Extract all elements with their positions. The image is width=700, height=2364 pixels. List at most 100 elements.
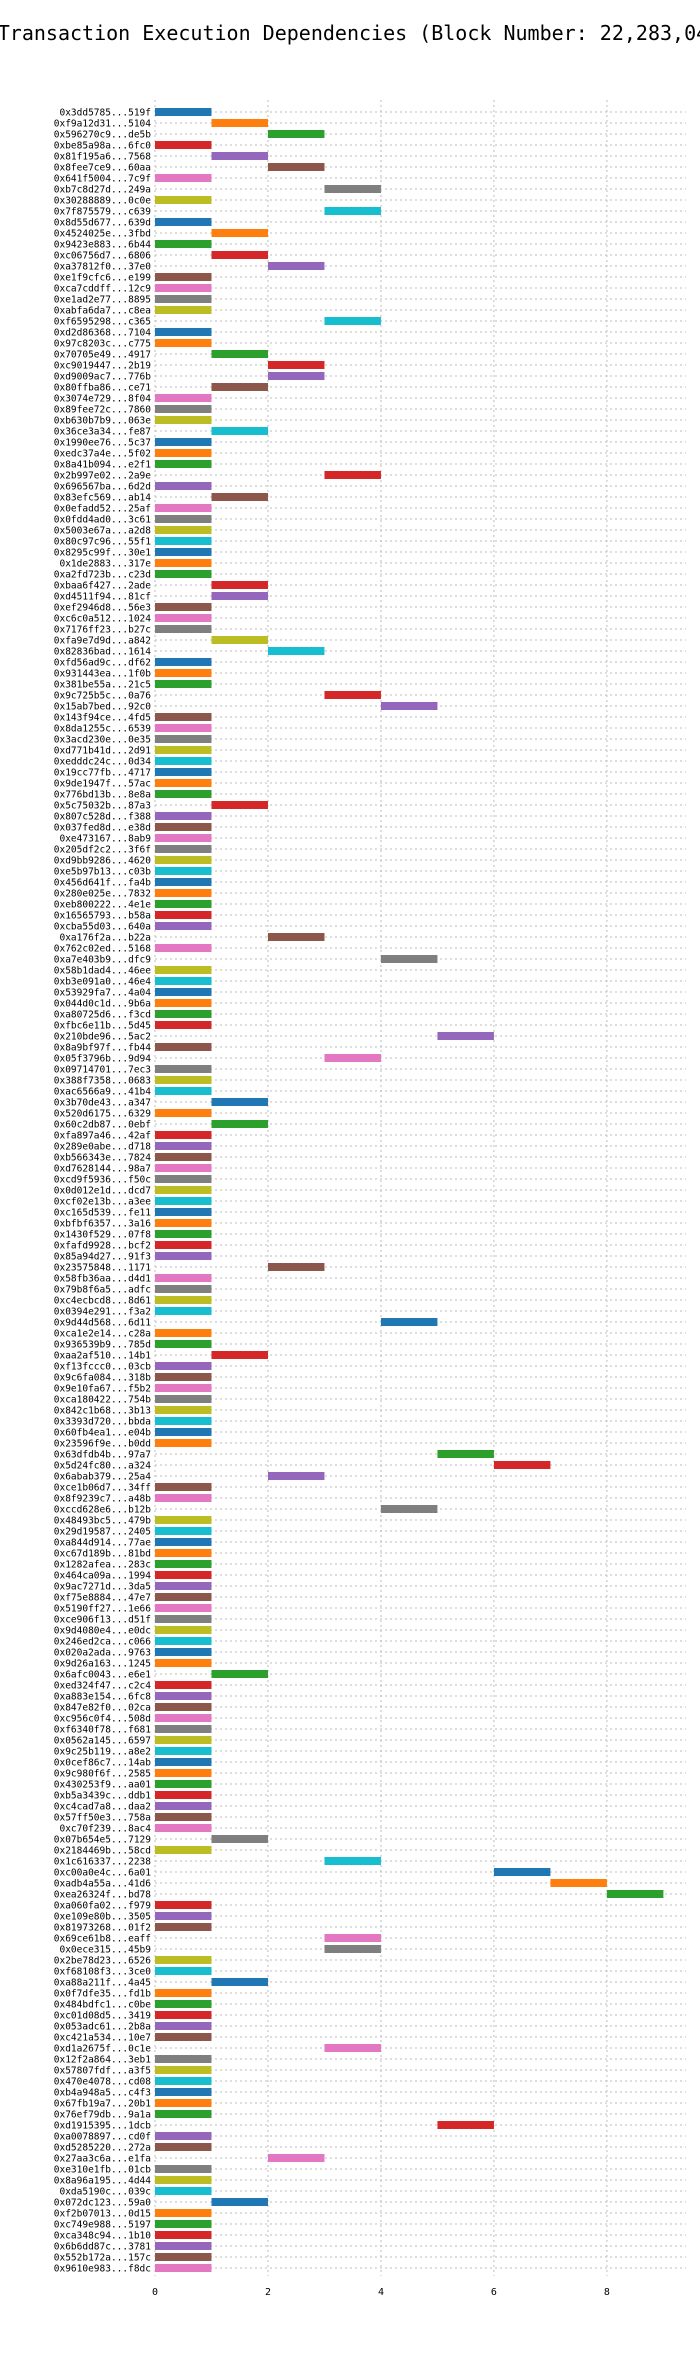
transaction-bar [606, 1890, 664, 1898]
y-tick-label: 0xd5285220...272a [54, 2143, 151, 2154]
transaction-bar [155, 988, 212, 996]
transaction-bar [155, 2022, 212, 2030]
y-tick-label: 0xd2d86368...7104 [54, 328, 152, 339]
transaction-bar [155, 2264, 212, 2272]
y-tick-label: 0x1430f529...07f8 [54, 1230, 152, 1241]
transaction-bar [155, 1065, 212, 1073]
transaction-bar [155, 1417, 212, 1425]
y-tick-label: 0x762c02ed...5168 [54, 944, 152, 955]
transaction-bar [155, 669, 212, 677]
y-tick-label: 0x8f9239c7...a48b [54, 1494, 152, 1505]
transaction-bar [155, 1241, 212, 1249]
y-tick-label: 0x3dd5785...519f [59, 108, 151, 119]
y-tick-label: 0x80ffba86...ce71 [54, 383, 152, 394]
transaction-bar [155, 1274, 212, 1282]
transaction-bar [211, 1670, 268, 1678]
transaction-bar [155, 1483, 212, 1491]
transaction-bar [155, 878, 212, 886]
y-tick-label: 0x81f195a6...7568 [54, 152, 152, 163]
transaction-bar [267, 1472, 325, 1480]
y-tick-label: 0x97c8203c...c775 [54, 339, 151, 350]
transaction-bar [155, 1923, 212, 1931]
transaction-bar [155, 460, 212, 468]
y-tick-label: 0x1c616337...2238 [54, 1857, 152, 1868]
y-tick-label: 0x596270c9...de5b [54, 130, 152, 141]
transaction-bar [155, 911, 212, 919]
transaction-bar [155, 2033, 212, 2041]
y-tick-label: 0xac6566a9...41b4 [54, 1087, 152, 1098]
transaction-bar [155, 1967, 212, 1975]
y-tick-label: 0x3b70de43...a347 [54, 1098, 151, 1109]
y-tick-label: 0x6afc0043...e6e1 [54, 1670, 152, 1681]
transaction-bar [155, 1989, 212, 1997]
transaction-bar [155, 966, 212, 974]
y-tick-label: 0x430253f9...aa01 [54, 1780, 152, 1791]
transaction-bar [211, 251, 268, 259]
transaction-bar [155, 1956, 212, 1964]
transaction-bar [155, 1428, 212, 1436]
y-tick-label: 0xa80725d6...f3cd [54, 1010, 151, 1021]
y-tick-label: 0x12f2a864...3eb1 [54, 2055, 152, 2066]
transaction-bar [211, 1098, 268, 1106]
transaction-bar [155, 438, 212, 446]
transaction-bar [155, 823, 212, 831]
transaction-bar [380, 955, 438, 963]
transaction-bar [155, 1769, 212, 1777]
transaction-bar [155, 328, 212, 336]
y-tick-label: 0xce1b06d7...34ff [54, 1483, 151, 1494]
y-tick-label: 0xedddc24c...0d34 [54, 757, 152, 768]
transaction-bar [211, 1978, 268, 1986]
y-tick-label: 0x289e0abe...d718 [54, 1142, 152, 1153]
y-tick-label: 0xd9009ac7...776b [54, 372, 152, 383]
y-tick-label: 0x2b997e02...2a9e [54, 471, 152, 482]
transaction-bar [155, 537, 212, 545]
transaction-bar [155, 1912, 212, 1920]
y-tick-label: 0x6abab379...25a4 [54, 1472, 152, 1483]
y-tick-label: 0x9610e983...f8dc [54, 2264, 151, 2275]
y-tick-label: 0xa88a211f...4a45 [54, 1978, 151, 1989]
y-tick-label: 0x020a2ada...9763 [54, 1648, 151, 1659]
transaction-bar [155, 1659, 212, 1667]
y-tick-label: 0x807c528d...f388 [54, 812, 152, 823]
y-tick-label: 0x36ce3a34...fe87 [54, 427, 151, 438]
y-tick-label: 0x936539b9...785d [54, 1340, 151, 1351]
transaction-bar [155, 1780, 212, 1788]
y-tick-label: 0xedc37a4e...5f02 [54, 449, 151, 460]
transaction-bar [155, 1109, 212, 1117]
y-tick-label: 0x7176ff23...b27c [54, 625, 151, 636]
transaction-bar [437, 1450, 494, 1458]
transaction-bar [267, 647, 325, 655]
transaction-bar [155, 1208, 212, 1216]
transaction-bar [155, 1175, 212, 1183]
y-tick-label: 0xbfbf6357...3a16 [54, 1219, 152, 1230]
y-tick-label: 0xc06756d7...6806 [54, 251, 152, 262]
transaction-bar [155, 1802, 212, 1810]
y-tick-label: 0x05f3796b...9d94 [54, 1054, 152, 1065]
y-tick-label: 0xa2fd723b...c23d [54, 570, 151, 581]
transaction-bar [155, 1285, 212, 1293]
transaction-bar [155, 1714, 212, 1722]
y-tick-label: 0x3acd230e...0e35 [54, 735, 151, 746]
y-tick-label: 0x15ab7bed...92c0 [54, 702, 152, 713]
transaction-bar [155, 1813, 212, 1821]
y-tick-label: 0x0f7dfe35...fd1b [54, 1989, 152, 2000]
transaction-bar [380, 702, 438, 710]
y-tick-label: 0x9c25b119...a8e2 [54, 1747, 151, 1758]
y-tick-label: 0xcf02e13b...a3ee [54, 1197, 152, 1208]
transaction-bar [155, 405, 212, 413]
y-tick-label: 0x205df2c2...3f6f [54, 845, 151, 856]
y-tick-label: 0xb5a3439c...ddb1 [54, 1791, 152, 1802]
y-tick-label: 0x8a41b094...e2f1 [54, 460, 152, 471]
y-tick-label: 0x79b8f6a5...adfc [54, 1285, 151, 1296]
y-tick-label: 0x484bdfc1...c0be [54, 2000, 152, 2011]
y-tick-label: 0x143f94ce...4fd5 [54, 713, 151, 724]
transaction-bar [155, 757, 212, 765]
transaction-bar [155, 1307, 212, 1315]
transaction-bar [155, 1604, 212, 1612]
y-tick-label: 0x5d24fc80...a324 [54, 1461, 152, 1472]
transaction-bar [155, 1153, 212, 1161]
transaction-bar [155, 735, 212, 743]
y-tick-label: 0x8295c99f...30e1 [54, 548, 152, 559]
transaction-bar [267, 163, 325, 171]
